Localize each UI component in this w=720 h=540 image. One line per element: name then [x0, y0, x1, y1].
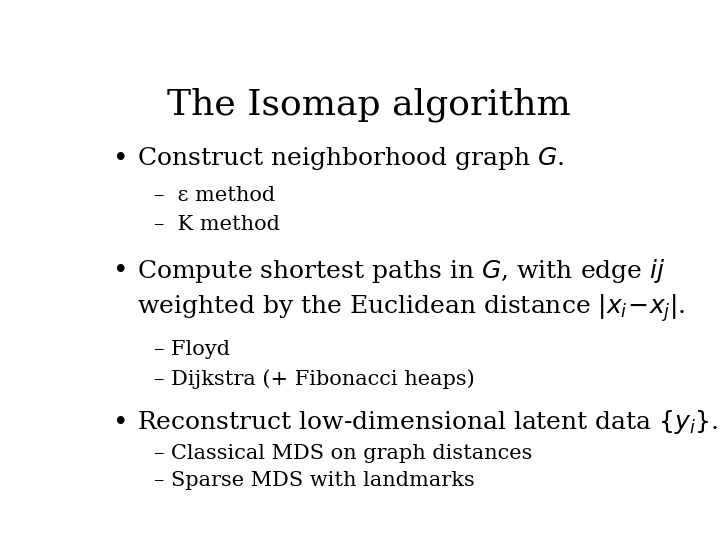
Text: Reconstruct low-dimensional latent data $\{\mathit{y}_i\}$.: Reconstruct low-dimensional latent data …: [138, 408, 719, 436]
Text: weighted by the Euclidean distance $|\mathit{x}_i \!-\! \mathit{x}_j|$.: weighted by the Euclidean distance $|\ma…: [138, 292, 686, 324]
Text: •: •: [113, 146, 128, 171]
Text: –  ε method: – ε method: [154, 186, 275, 205]
Text: Construct neighborhood graph $\mathit{G}$.: Construct neighborhood graph $\mathit{G}…: [138, 145, 564, 172]
Text: The Isomap algorithm: The Isomap algorithm: [167, 87, 571, 122]
Text: – Sparse MDS with landmarks: – Sparse MDS with landmarks: [154, 471, 475, 490]
Text: Compute shortest paths in $\mathit{G}$, with edge $\mathit{ij}$: Compute shortest paths in $\mathit{G}$, …: [138, 256, 666, 285]
Text: •: •: [113, 410, 128, 435]
Text: •: •: [113, 258, 128, 283]
Text: – Floyd: – Floyd: [154, 340, 230, 359]
Text: –  K method: – K method: [154, 215, 280, 234]
Text: – Classical MDS on graph distances: – Classical MDS on graph distances: [154, 444, 533, 463]
Text: – Dijkstra (+ Fibonacci heaps): – Dijkstra (+ Fibonacci heaps): [154, 369, 475, 389]
